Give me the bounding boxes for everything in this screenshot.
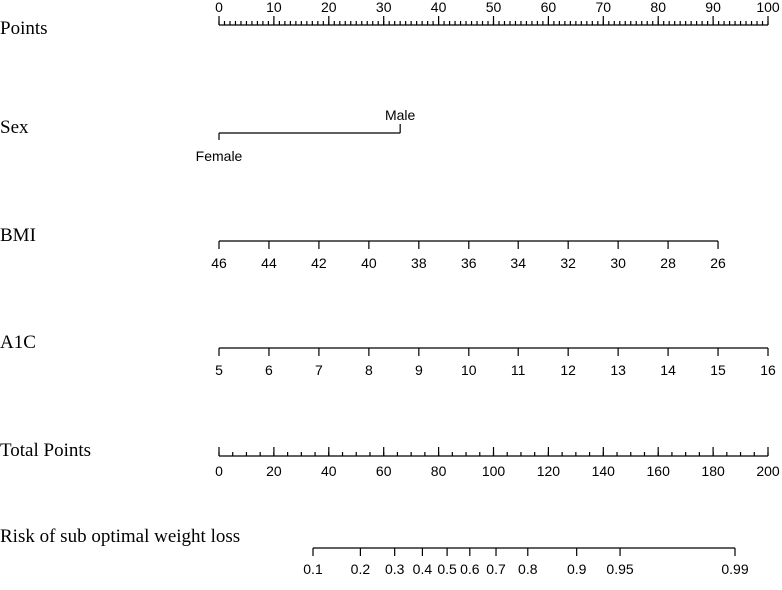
row-label: Sex bbox=[0, 117, 29, 138]
nomogram-row-points: Points 0 10 20 30 40 50 60 70 80 90 100 bbox=[0, 0, 780, 39]
tick-label: 36 bbox=[461, 255, 477, 271]
tick-label: 11 bbox=[511, 362, 526, 378]
tick-label: 44 bbox=[261, 255, 277, 271]
tick-label: 90 bbox=[705, 0, 721, 15]
row-label: A1C bbox=[0, 332, 36, 353]
tick-label: 30 bbox=[610, 255, 626, 271]
tick-label: 30 bbox=[376, 0, 392, 15]
tick-label: 50 bbox=[486, 0, 502, 15]
row-label: Risk of sub optimal weight loss bbox=[0, 526, 240, 547]
tick-label: 26 bbox=[710, 255, 726, 271]
tick-label: 0.6 bbox=[460, 561, 480, 577]
tick-label: 120 bbox=[537, 463, 561, 479]
row-label: BMI bbox=[0, 225, 36, 246]
nomogram-row-risk-of-sub-optimal-weight-loss: Risk of sub optimal weight loss 0.1 0.2 0.3… bbox=[0, 526, 749, 577]
tick-label: 38 bbox=[411, 255, 427, 271]
tick-label: 0.95 bbox=[606, 561, 633, 577]
tick-label: 40 bbox=[361, 255, 377, 271]
tick-label: 60 bbox=[541, 0, 557, 15]
row-label: Points bbox=[0, 18, 48, 39]
tick-label: 5 bbox=[215, 362, 223, 378]
tick-label: 20 bbox=[266, 463, 282, 479]
level-label: Female bbox=[196, 148, 243, 164]
tick-label: 9 bbox=[415, 362, 423, 378]
tick-label: 180 bbox=[701, 463, 725, 479]
nomogram-row-a1c: A1C 5 6 7 8 9 10 11 12 13 14 15 16 bbox=[0, 332, 776, 378]
tick-label: 140 bbox=[592, 463, 616, 479]
tick-label: 40 bbox=[431, 0, 447, 15]
tick-label: 0.5 bbox=[437, 561, 457, 577]
row-label: Total Points bbox=[0, 440, 91, 461]
nomogram-row-bmi: BMI 46 44 42 40 38 36 34 32 30 28 26 bbox=[0, 225, 726, 271]
level-label: Male bbox=[385, 107, 416, 123]
tick-label: 10 bbox=[461, 362, 477, 378]
tick-label: 28 bbox=[660, 255, 676, 271]
tick-label: 0.99 bbox=[721, 561, 748, 577]
tick-label: 80 bbox=[431, 463, 447, 479]
tick-label: 42 bbox=[311, 255, 327, 271]
tick-label: 13 bbox=[610, 362, 626, 378]
tick-label: 15 bbox=[710, 362, 726, 378]
tick-label: 6 bbox=[265, 362, 273, 378]
tick-label: 8 bbox=[365, 362, 373, 378]
tick-label: 0.7 bbox=[486, 561, 506, 577]
tick-label: 200 bbox=[756, 463, 780, 479]
tick-label: 12 bbox=[560, 362, 576, 378]
tick-label: 0 bbox=[215, 0, 223, 15]
tick-label: 16 bbox=[760, 362, 776, 378]
tick-label: 46 bbox=[211, 255, 227, 271]
tick-label: 10 bbox=[266, 0, 282, 15]
tick-label: 0.4 bbox=[413, 561, 433, 577]
tick-label: 100 bbox=[482, 463, 506, 479]
nomogram-row-sex: Sex Female Male bbox=[0, 107, 416, 164]
tick-label: 60 bbox=[376, 463, 392, 479]
tick-label: 7 bbox=[315, 362, 323, 378]
tick-label: 40 bbox=[321, 463, 337, 479]
tick-label: 0 bbox=[215, 463, 223, 479]
tick-label: 32 bbox=[560, 255, 576, 271]
tick-label: 80 bbox=[650, 0, 666, 15]
tick-label: 70 bbox=[596, 0, 612, 15]
nomogram-row-total-points: Total Points 0 20 40 60 80 100 120 140 160 180 200 bbox=[0, 440, 780, 479]
tick-label: 160 bbox=[647, 463, 671, 479]
tick-label: 0.2 bbox=[351, 561, 371, 577]
tick-label: 0.3 bbox=[385, 561, 405, 577]
tick-label: 0.1 bbox=[303, 561, 323, 577]
tick-label: 0.9 bbox=[567, 561, 587, 577]
tick-label: 14 bbox=[660, 362, 676, 378]
tick-label: 100 bbox=[756, 0, 780, 15]
tick-label: 20 bbox=[321, 0, 337, 15]
tick-label: 34 bbox=[510, 255, 526, 271]
tick-label: 0.8 bbox=[518, 561, 538, 577]
